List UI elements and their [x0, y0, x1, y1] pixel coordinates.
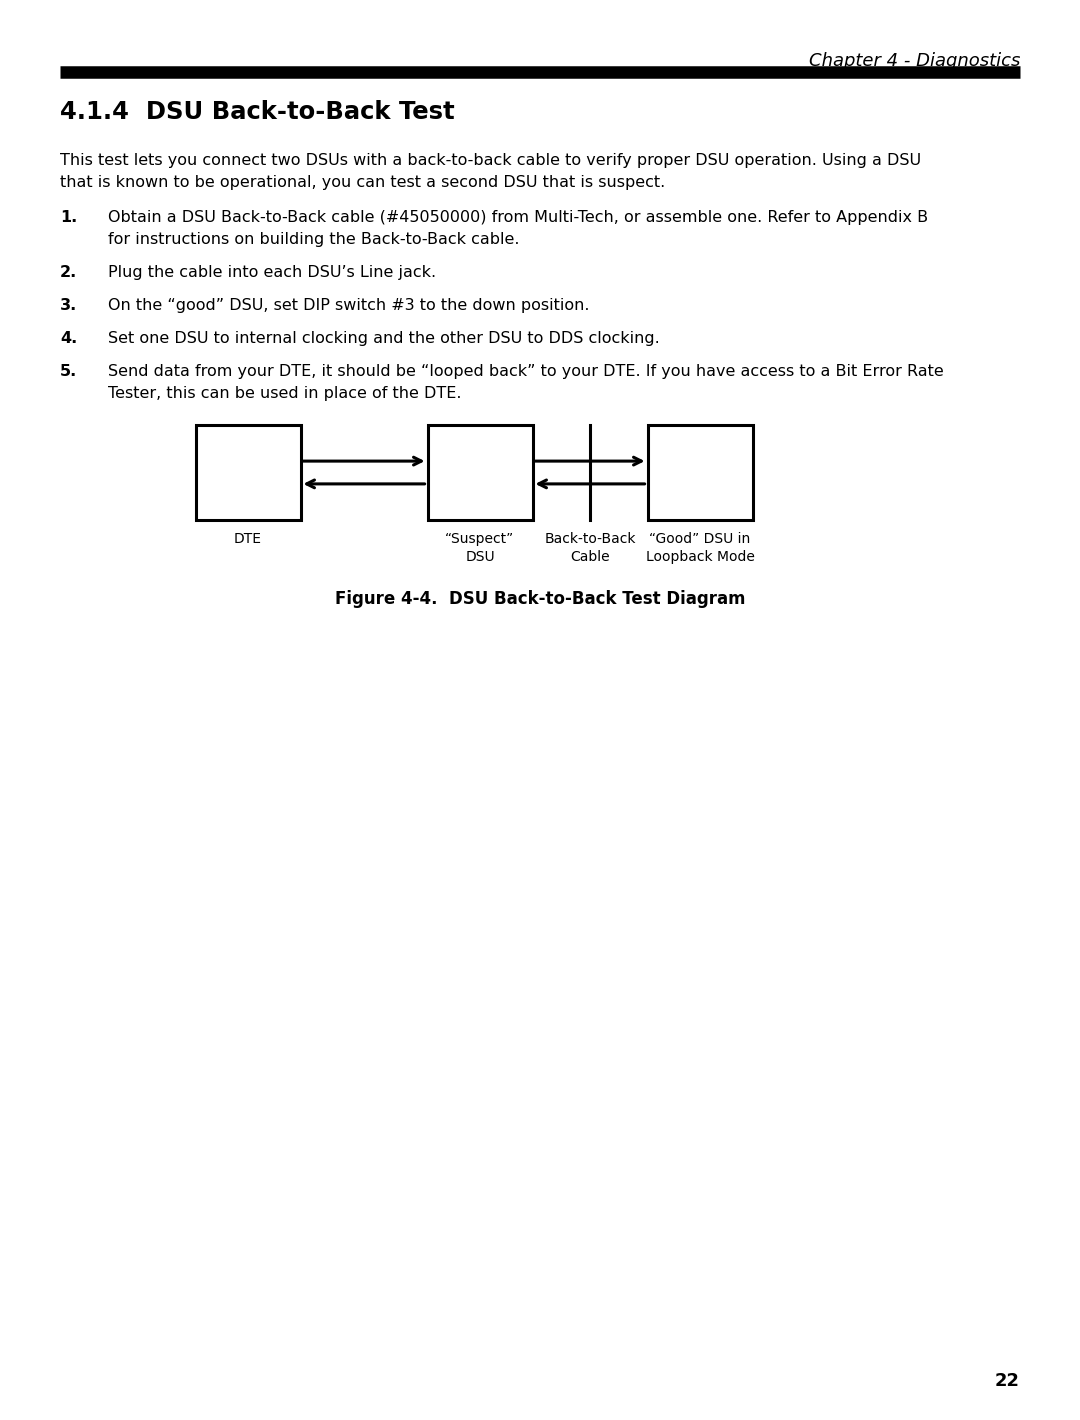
- Text: DTE: DTE: [234, 532, 262, 547]
- Text: Plug the cable into each DSU’s Line jack.: Plug the cable into each DSU’s Line jack…: [108, 266, 436, 280]
- Text: 4.: 4.: [60, 331, 78, 346]
- Text: 5.: 5.: [60, 364, 78, 379]
- Text: 3.: 3.: [60, 298, 78, 312]
- Text: Obtain a DSU Back-to-Back cable (#45050000) from Multi-Tech, or assemble one. Re: Obtain a DSU Back-to-Back cable (#450500…: [108, 210, 928, 224]
- Bar: [195, 425, 300, 520]
- Text: Back-to-Back
Cable: Back-to-Back Cable: [544, 532, 636, 564]
- Text: Figure 4-4.  DSU Back-to-Back Test Diagram: Figure 4-4. DSU Back-to-Back Test Diagra…: [335, 589, 745, 608]
- Text: 2.: 2.: [60, 266, 78, 280]
- Text: 22: 22: [995, 1372, 1020, 1390]
- Bar: [428, 425, 532, 520]
- Text: Send data from your DTE, it should be “looped back” to your DTE. If you have acc: Send data from your DTE, it should be “l…: [108, 364, 944, 379]
- Text: Chapter 4 - Diagnostics: Chapter 4 - Diagnostics: [809, 53, 1020, 70]
- Text: “Suspect”
DSU: “Suspect” DSU: [445, 532, 515, 564]
- Text: for instructions on building the Back-to-Back cable.: for instructions on building the Back-to…: [108, 231, 519, 247]
- Text: 4.1.4  DSU Back-to-Back Test: 4.1.4 DSU Back-to-Back Test: [60, 99, 455, 124]
- Bar: [648, 425, 753, 520]
- Text: Tester, this can be used in place of the DTE.: Tester, this can be used in place of the…: [108, 386, 461, 400]
- Text: 1.: 1.: [60, 210, 78, 224]
- Text: Set one DSU to internal clocking and the other DSU to DDS clocking.: Set one DSU to internal clocking and the…: [108, 331, 660, 346]
- Text: On the “good” DSU, set DIP switch #3 to the down position.: On the “good” DSU, set DIP switch #3 to …: [108, 298, 590, 312]
- Text: This test lets you connect two DSUs with a back-to-back cable to verify proper D: This test lets you connect two DSUs with…: [60, 153, 921, 168]
- Text: “Good” DSU in
Loopback Mode: “Good” DSU in Loopback Mode: [646, 532, 755, 564]
- Text: that is known to be operational, you can test a second DSU that is suspect.: that is known to be operational, you can…: [60, 175, 665, 190]
